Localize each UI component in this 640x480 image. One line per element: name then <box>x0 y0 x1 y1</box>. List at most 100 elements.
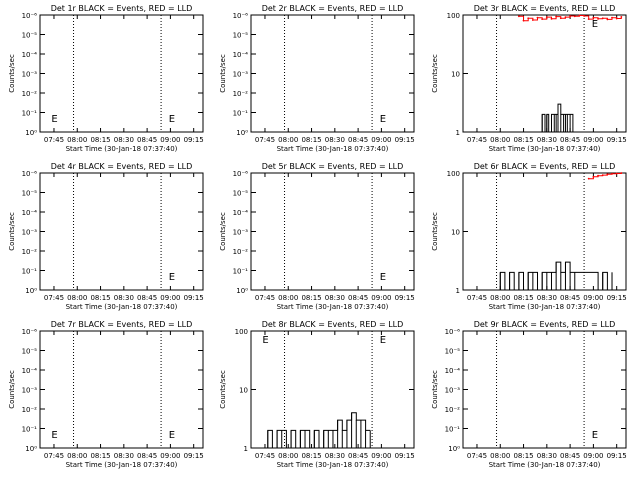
x-tick-label: 09:00 <box>583 136 603 144</box>
y-tick-label: 10⁻¹ <box>22 268 38 276</box>
x-tick-label: 09:00 <box>160 136 180 144</box>
x-axis-label: Start Time (30-Jan-18 07:37:40) <box>489 145 601 153</box>
x-tick-label: 08:15 <box>90 136 110 144</box>
x-tick-label: 08:30 <box>537 452 557 460</box>
lld-point <box>550 17 553 20</box>
x-tick-label: 08:15 <box>90 452 110 460</box>
lld-point <box>573 15 576 18</box>
y-axis-label: Counts/sec <box>219 370 227 409</box>
event-annotation: E <box>51 114 57 125</box>
y-tick-label: 1 <box>456 129 460 137</box>
y-axis-label: Counts/sec <box>431 54 439 93</box>
x-tick-label: 09:00 <box>371 452 391 460</box>
x-tick-label: 08:15 <box>513 452 533 460</box>
x-tick-label: 09:00 <box>371 136 391 144</box>
x-tick-label: 08:30 <box>325 452 345 460</box>
lld-point <box>597 17 599 20</box>
x-tick-label: 08:15 <box>513 136 533 144</box>
x-tick-label: 09:15 <box>607 294 627 302</box>
lld-point <box>606 18 609 21</box>
x-tick-label: 09:00 <box>583 452 603 460</box>
plot-frame <box>250 14 415 133</box>
lld-point <box>620 172 623 174</box>
lld-point <box>601 174 604 177</box>
chart-title: Det 7r BLACK = Events, RED = LLD <box>51 320 193 329</box>
x-tick-label: 08:45 <box>560 136 580 144</box>
lld-point <box>583 15 585 17</box>
plot-frame <box>462 330 627 449</box>
y-tick-label: 10⁻³ <box>445 387 461 395</box>
x-axis-label: Start Time (30-Jan-18 07:37:40) <box>66 461 178 469</box>
y-tick-label: 10⁻⁵ <box>22 32 38 40</box>
x-tick-label: 08:45 <box>560 452 580 460</box>
y-tick-label: 1 <box>244 445 248 453</box>
x-tick-label: 07:45 <box>255 452 275 460</box>
y-tick-label: 10⁻¹ <box>445 426 461 434</box>
y-tick-label: 10⁻³ <box>22 387 38 395</box>
y-tick-label: 10⁻² <box>233 248 249 256</box>
x-tick-label: 09:15 <box>607 452 627 460</box>
y-tick-label: 10⁻⁴ <box>233 209 249 217</box>
y-tick-label: 10⁻⁵ <box>22 348 38 356</box>
chart-title: Det 9r BLACK = Events, RED = LLD <box>474 320 616 329</box>
x-tick-label: 08:30 <box>114 136 134 144</box>
lld-point <box>587 18 590 21</box>
x-tick-label: 09:15 <box>607 136 627 144</box>
event-annotation: E <box>51 430 57 441</box>
x-tick-label: 08:30 <box>114 294 134 302</box>
y-tick-label: 10⁻² <box>22 406 38 414</box>
y-tick-label: 10⁻⁵ <box>445 348 461 356</box>
x-axis-label: Start Time (30-Jan-18 07:37:40) <box>277 461 389 469</box>
x-tick-label: 07:45 <box>255 136 275 144</box>
x-tick-label: 07:45 <box>44 294 64 302</box>
y-tick-label: 10⁻⁵ <box>22 190 38 198</box>
x-tick-label: 09:15 <box>395 452 415 460</box>
lld-point <box>541 18 544 21</box>
y-tick-label: 10⁻² <box>22 90 38 98</box>
chart-title: Det 6r BLACK = Events, RED = LLD <box>474 162 616 171</box>
x-tick-label: 08:00 <box>278 294 298 302</box>
chart-title: Det 2r BLACK = Events, RED = LLD <box>262 4 404 13</box>
y-tick-label: 10⁻⁶ <box>22 170 38 178</box>
x-tick-label: 08:45 <box>348 294 368 302</box>
x-tick-label: 08:00 <box>278 136 298 144</box>
x-tick-label: 08:45 <box>348 136 368 144</box>
x-tick-label: 08:15 <box>301 294 321 302</box>
y-axis-label: Counts/sec <box>8 54 16 93</box>
x-tick-label: 08:15 <box>301 136 321 144</box>
x-tick-label: 09:00 <box>160 452 180 460</box>
x-tick-label: 09:15 <box>395 136 415 144</box>
x-tick-label: 08:15 <box>301 452 321 460</box>
x-tick-label: 08:00 <box>490 294 510 302</box>
y-axis-label: Counts/sec <box>219 212 227 251</box>
lld-point <box>615 172 618 175</box>
lld-point <box>522 19 525 22</box>
lld-point <box>578 14 581 17</box>
lld-point <box>587 177 590 180</box>
y-tick-label: 100 <box>447 12 460 20</box>
lld-point <box>555 15 558 18</box>
y-tick-label: 10 <box>451 229 460 237</box>
chart-title: Det 8r BLACK = Events, RED = LLD <box>262 320 404 329</box>
y-tick-label: 1 <box>456 287 460 295</box>
x-tick-label: 08:30 <box>114 452 134 460</box>
y-axis-label: Counts/sec <box>219 54 227 93</box>
x-tick-label: 08:45 <box>348 452 368 460</box>
y-tick-label: 10⁻⁴ <box>22 367 38 375</box>
x-tick-label: 09:00 <box>583 294 603 302</box>
x-axis-label: Start Time (30-Jan-18 07:37:40) <box>66 303 178 311</box>
y-tick-label: 10⁻² <box>233 90 249 98</box>
y-tick-label: 10⁻² <box>445 406 461 414</box>
y-tick-label: 100 <box>447 170 460 178</box>
x-tick-label: 08:15 <box>513 294 533 302</box>
chart-title: Det 4r BLACK = Events, RED = LLD <box>51 162 193 171</box>
event-annotation: E <box>169 114 175 125</box>
x-tick-label: 08:45 <box>137 294 157 302</box>
plot-frame <box>39 14 204 133</box>
lld-point <box>620 15 623 18</box>
x-tick-label: 07:45 <box>255 294 275 302</box>
event-annotation: E <box>592 430 598 441</box>
x-tick-label: 08:00 <box>67 136 87 144</box>
x-tick-label: 08:00 <box>67 452 87 460</box>
